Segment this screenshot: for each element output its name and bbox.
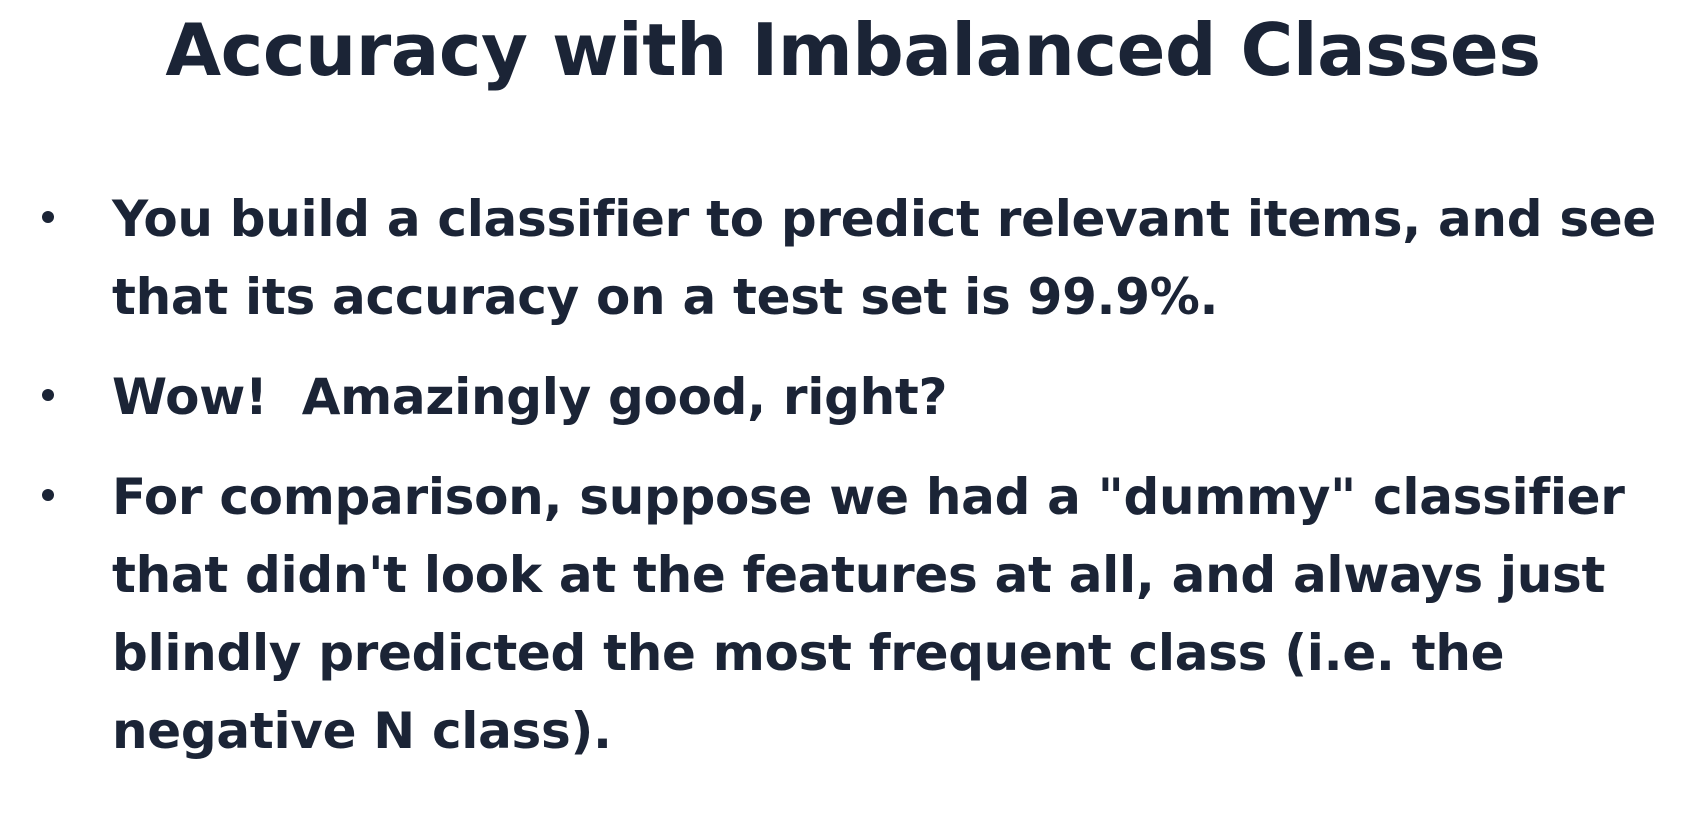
bullet-dot-icon [42, 211, 54, 223]
bullet-dot-icon [42, 489, 54, 501]
bullet-list: You build a classifier to predict releva… [0, 180, 1706, 770]
bullet-item: For comparison, suppose we had a "dummy"… [0, 458, 1706, 770]
bullet-line: You build a classifier to predict releva… [112, 190, 1657, 248]
bullet-line: Wow! Amazingly good, right? [112, 368, 948, 426]
bullet-line: that didn't look at the features at all,… [112, 546, 1606, 604]
bullet-item: You build a classifier to predict releva… [0, 180, 1706, 336]
bullet-item: Wow! Amazingly good, right? [0, 358, 1706, 436]
bullet-line: negative N class). [112, 702, 612, 760]
bullet-dot-icon [42, 389, 54, 401]
bullet-line: For comparison, suppose we had a "dummy"… [112, 468, 1625, 526]
bullet-line: that its accuracy on a test set is 99.9%… [112, 268, 1219, 326]
bullet-line: blindly predicted the most frequent clas… [112, 624, 1505, 682]
slide-title: Accuracy with Imbalanced Classes [165, 8, 1541, 92]
